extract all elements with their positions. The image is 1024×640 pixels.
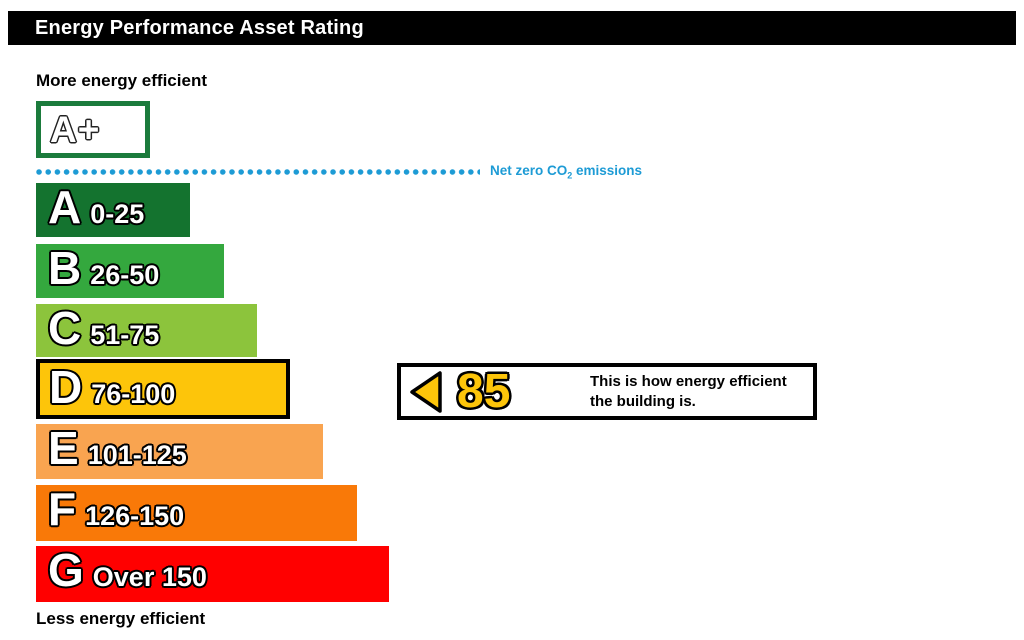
more-efficient-label: More energy efficient: [36, 71, 207, 90]
band-g-range: Over 150: [92, 562, 207, 592]
net-zero-row: Net zero CO2 emissions: [36, 163, 642, 181]
rating-description: This is how energy efficient the buildin…: [590, 371, 787, 412]
left-arrow-icon: [410, 370, 442, 413]
band-b-letter: B: [48, 244, 82, 294]
band-f-range: 126-150: [85, 501, 185, 531]
band-b-range: 26-50: [90, 260, 160, 290]
band-c-range: 51-75: [90, 320, 160, 350]
net-zero-suffix: emissions: [572, 163, 643, 178]
band-g: G Over 150: [36, 546, 389, 602]
band-a-plus-label: A+: [50, 109, 101, 150]
band-c: C 51-75: [36, 304, 257, 357]
band-a: A 0-25: [36, 183, 190, 237]
band-a-letter: A: [48, 183, 82, 233]
net-zero-label: Net zero CO2 emissions: [490, 163, 642, 181]
band-e-range: 101-125: [87, 440, 187, 470]
band-d-letter: D: [49, 361, 83, 413]
rating-description-line2: the building is.: [590, 392, 696, 410]
band-b: B 26-50: [36, 244, 224, 298]
net-zero-subscript: 2: [567, 170, 573, 181]
band-a-plus: A+: [36, 101, 150, 158]
band-d-range: 76-100: [91, 379, 176, 409]
rating-indicator-box: 85 This is how energy efficient the buil…: [397, 363, 817, 420]
net-zero-text: Net zero CO: [490, 163, 568, 178]
band-c-letter: C: [48, 304, 82, 354]
band-e: E 101-125: [36, 424, 323, 479]
rating-description-line1: This is how energy efficient: [590, 372, 787, 390]
band-d-highlighted: D 76-100: [36, 359, 290, 419]
band-g-letter: G: [48, 546, 84, 596]
title-bar: Energy Performance Asset Rating: [8, 11, 1016, 45]
band-e-letter: E: [48, 424, 79, 474]
dotted-line: [36, 167, 480, 176]
less-efficient-label: Less energy efficient: [36, 609, 206, 628]
band-f-letter: F: [48, 485, 77, 535]
band-f: F 126-150: [36, 485, 357, 541]
rating-value: 85: [457, 364, 511, 418]
page-title: Energy Performance Asset Rating: [35, 16, 364, 39]
band-a-range: 0-25: [90, 199, 145, 229]
